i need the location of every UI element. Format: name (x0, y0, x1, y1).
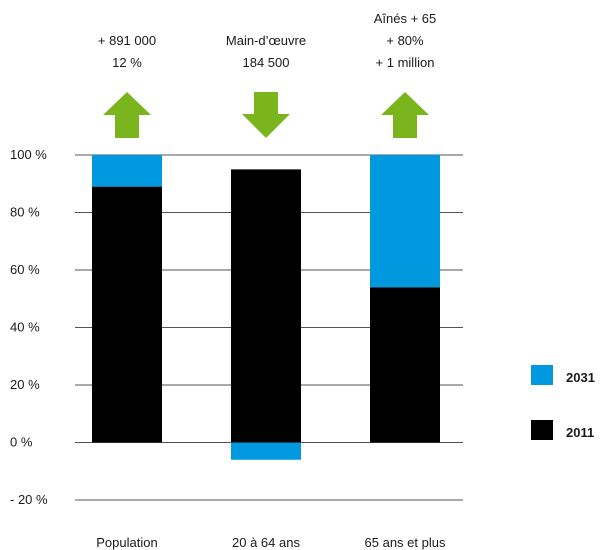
y-tick-label: - 20 % (10, 492, 48, 507)
legend-label: 2011 (566, 425, 594, 440)
category-label: Population (96, 535, 157, 550)
category-label: 20 à 64 ans (232, 535, 300, 550)
y-tick-label: 100 % (10, 147, 47, 162)
annotation-text: + 80% (386, 33, 424, 48)
arrow-up-icon (381, 92, 429, 138)
category-label: 65 ans et plus (365, 535, 446, 550)
annotation-text: Aînés + 65 (374, 11, 437, 26)
bar-2031 (370, 155, 440, 288)
y-tick-label: 60 % (10, 262, 40, 277)
arrow-down-icon (242, 92, 290, 138)
annotation-text: + 891 000 (98, 33, 156, 48)
annotation-text: 184 500 (243, 55, 290, 70)
annotation-text: + 1 million (376, 55, 435, 70)
annotation-text: Main-d’œuvre (226, 33, 306, 48)
legend-swatch (531, 365, 553, 385)
legend-label: 2031 (566, 370, 595, 385)
y-tick-label: 20 % (10, 377, 40, 392)
bar-2011 (92, 186, 162, 443)
bar-2031 (231, 442, 301, 460)
bar-2031 (92, 155, 162, 187)
arrow-up-icon (103, 92, 151, 138)
y-tick-label: 40 % (10, 320, 40, 335)
y-tick-label: 0 % (10, 435, 33, 450)
legend-swatch (531, 420, 553, 440)
y-tick-label: 80 % (10, 205, 40, 220)
annotation-text: 12 % (112, 55, 142, 70)
bar-2011 (370, 287, 440, 443)
bar-2011 (231, 169, 301, 443)
